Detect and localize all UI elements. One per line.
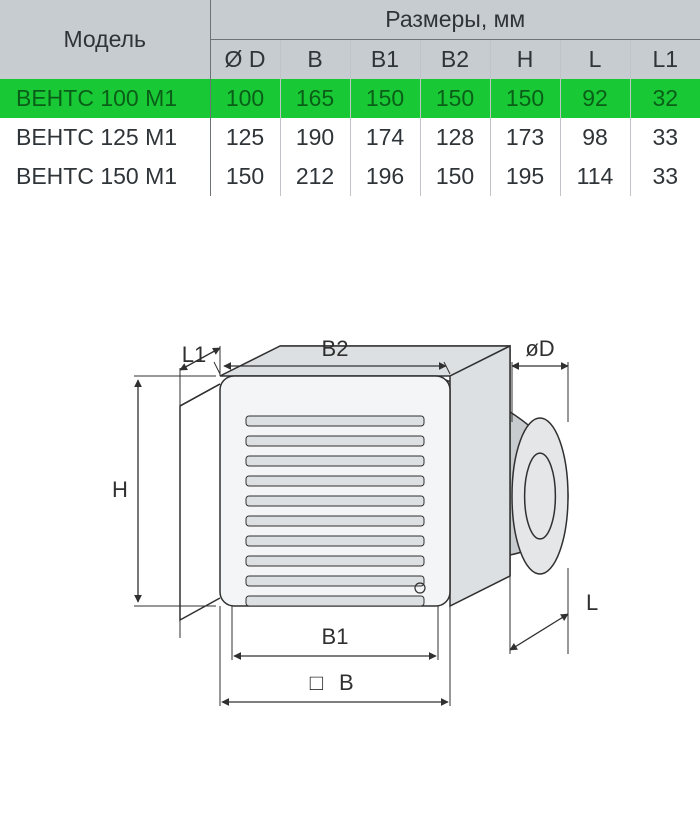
value-cell: 150 xyxy=(420,157,490,196)
value-cell: 174 xyxy=(350,118,420,157)
value-cell: 33 xyxy=(630,157,700,196)
dim-label-b: B xyxy=(339,670,354,695)
column-header: L xyxy=(560,40,630,80)
value-cell: 114 xyxy=(560,157,630,196)
dim-label-b2: B2 xyxy=(322,336,349,361)
value-cell: 92 xyxy=(560,79,630,118)
model-cell: ВЕНТС 150 М1 xyxy=(0,157,210,196)
value-cell: 100 xyxy=(210,79,280,118)
value-cell: 150 xyxy=(490,79,560,118)
dim-label-l: L xyxy=(586,590,598,615)
value-cell: 190 xyxy=(280,118,350,157)
column-header-dimensions: Размеры, мм xyxy=(210,0,700,40)
column-header: B xyxy=(280,40,350,80)
column-header: H xyxy=(490,40,560,80)
value-cell: 125 xyxy=(210,118,280,157)
value-cell: 173 xyxy=(490,118,560,157)
model-cell: ВЕНТС 100 М1 xyxy=(0,79,210,118)
column-header-model: Модель xyxy=(0,0,210,79)
column-header: B2 xyxy=(420,40,490,80)
value-cell: 196 xyxy=(350,157,420,196)
value-cell: 32 xyxy=(630,79,700,118)
value-cell: 98 xyxy=(560,118,630,157)
model-cell: ВЕНТС 125 М1 xyxy=(0,118,210,157)
dim-label-l1: L1 xyxy=(182,342,206,367)
dim-label-d: øD xyxy=(525,336,554,361)
dimensions-table: МодельРазмеры, мм Ø DBB1B2HLL1 ВЕНТС 100… xyxy=(0,0,700,196)
dim-label-b1: B1 xyxy=(322,624,349,649)
value-cell: 150 xyxy=(350,79,420,118)
value-cell: 165 xyxy=(280,79,350,118)
value-cell: 212 xyxy=(280,157,350,196)
value-cell: 150 xyxy=(420,79,490,118)
dim-label-h: H xyxy=(112,477,128,502)
dimension-diagram: L1 B2 øD H L B1 □ B xyxy=(0,196,700,816)
table-row: ВЕНТС 125 М11251901741281739833 xyxy=(0,118,700,157)
table-row: ВЕНТС 150 М115021219615019511433 xyxy=(0,157,700,196)
dim-label-bsq: □ xyxy=(310,670,323,695)
column-header: Ø D xyxy=(210,40,280,80)
value-cell: 128 xyxy=(420,118,490,157)
column-header: L1 xyxy=(630,40,700,80)
value-cell: 195 xyxy=(490,157,560,196)
column-header: B1 xyxy=(350,40,420,80)
value-cell: 33 xyxy=(630,118,700,157)
table-row: ВЕНТС 100 М11001651501501509232 xyxy=(0,79,700,118)
value-cell: 150 xyxy=(210,157,280,196)
